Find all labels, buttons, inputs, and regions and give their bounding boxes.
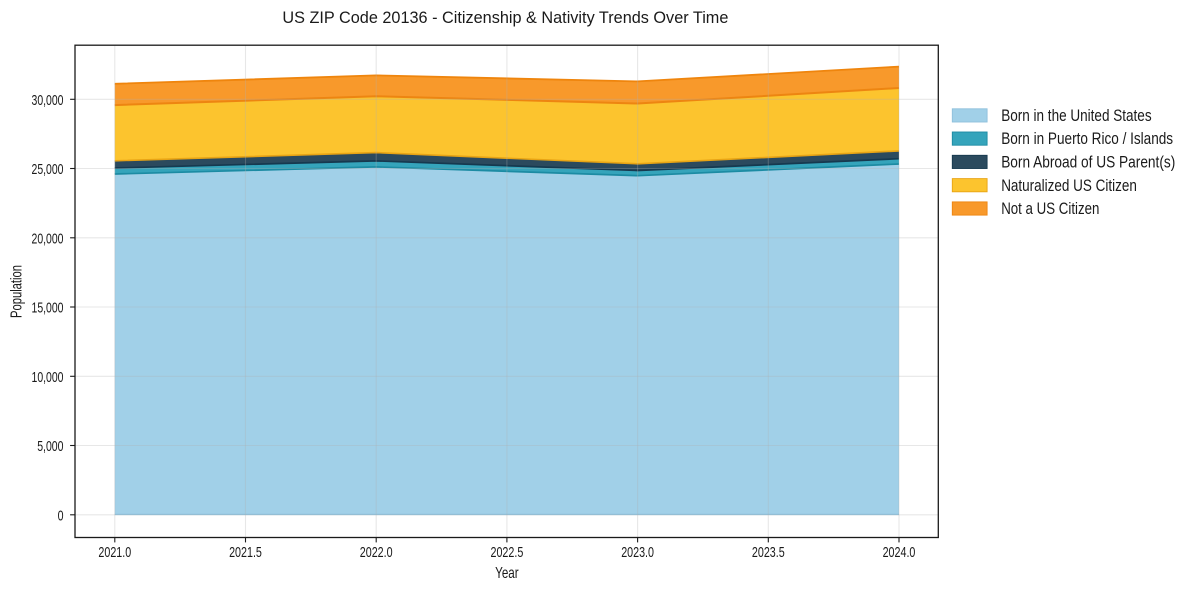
svg-text:2023.0: 2023.0: [621, 544, 654, 561]
svg-text:Born Abroad of US Parent(s): Born Abroad of US Parent(s): [1001, 154, 1175, 172]
svg-text:2021.0: 2021.0: [98, 544, 131, 561]
svg-text:5,000: 5,000: [37, 438, 63, 455]
svg-text:20,000: 20,000: [32, 231, 64, 248]
svg-text:15,000: 15,000: [32, 300, 64, 317]
svg-text:2022.5: 2022.5: [491, 544, 524, 561]
svg-text:Population: Population: [9, 265, 26, 318]
svg-text:US ZIP Code 20136 - Citizenshi: US ZIP Code 20136 - Citizenship & Nativi…: [282, 8, 728, 27]
svg-text:0: 0: [58, 508, 64, 525]
svg-text:25,000: 25,000: [32, 161, 64, 178]
svg-text:2024.0: 2024.0: [883, 544, 916, 561]
svg-text:2021.5: 2021.5: [229, 544, 262, 561]
svg-text:2022.0: 2022.0: [360, 544, 393, 561]
svg-text:Naturalized US Citizen: Naturalized US Citizen: [1001, 177, 1137, 195]
svg-text:Not a US Citizen: Not a US Citizen: [1001, 200, 1099, 218]
svg-text:Year: Year: [495, 565, 519, 582]
svg-text:Born in the United States: Born in the United States: [1001, 107, 1151, 125]
svg-text:Born in Puerto Rico / Islands: Born in Puerto Rico / Islands: [1001, 130, 1173, 148]
svg-text:30,000: 30,000: [32, 92, 64, 109]
svg-text:10,000: 10,000: [32, 369, 64, 386]
svg-text:2023.5: 2023.5: [752, 544, 785, 561]
